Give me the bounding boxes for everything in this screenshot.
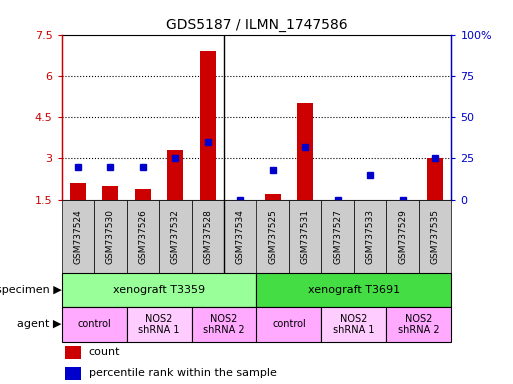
Bar: [167, 150, 183, 200]
Bar: [354, 200, 386, 273]
Bar: [427, 159, 443, 200]
Bar: [62, 307, 127, 342]
Text: GSM737524: GSM737524: [73, 209, 82, 263]
Bar: [70, 183, 86, 200]
Text: percentile rank within the sample: percentile rank within the sample: [89, 368, 277, 379]
Bar: [102, 186, 119, 200]
Text: control: control: [272, 319, 306, 329]
Bar: [134, 189, 151, 200]
Bar: [256, 273, 451, 307]
Bar: [127, 200, 159, 273]
Text: count: count: [89, 347, 121, 358]
Bar: [386, 307, 451, 342]
Bar: [94, 200, 127, 273]
Text: agent ▶: agent ▶: [17, 319, 62, 329]
Text: GSM737531: GSM737531: [301, 209, 310, 264]
Bar: [66, 367, 81, 380]
Text: GSM737534: GSM737534: [236, 209, 245, 263]
Text: GSM737530: GSM737530: [106, 209, 115, 264]
Bar: [224, 200, 256, 273]
Text: NOS2
shRNA 2: NOS2 shRNA 2: [398, 314, 440, 335]
Bar: [256, 307, 322, 342]
Bar: [62, 200, 94, 273]
Bar: [419, 200, 451, 273]
Text: xenograft T3691: xenograft T3691: [308, 285, 400, 295]
Text: NOS2
shRNA 1: NOS2 shRNA 1: [333, 314, 374, 335]
Text: GSM737529: GSM737529: [398, 209, 407, 263]
Bar: [66, 346, 81, 359]
Title: GDS5187 / ILMN_1747586: GDS5187 / ILMN_1747586: [166, 18, 347, 32]
Bar: [322, 307, 386, 342]
Text: xenograft T3359: xenograft T3359: [113, 285, 205, 295]
Text: NOS2
shRNA 1: NOS2 shRNA 1: [139, 314, 180, 335]
Text: specimen ▶: specimen ▶: [0, 285, 62, 295]
Bar: [256, 200, 289, 273]
Text: GSM737526: GSM737526: [139, 209, 147, 263]
Bar: [127, 307, 191, 342]
Bar: [289, 200, 322, 273]
Text: control: control: [77, 319, 111, 329]
Bar: [322, 200, 354, 273]
Text: GSM737533: GSM737533: [366, 209, 374, 264]
Text: GSM737528: GSM737528: [203, 209, 212, 263]
Bar: [386, 200, 419, 273]
Bar: [200, 51, 216, 200]
Text: GSM737535: GSM737535: [431, 209, 440, 264]
Text: GSM737525: GSM737525: [268, 209, 277, 263]
Bar: [191, 307, 256, 342]
Text: GSM737532: GSM737532: [171, 209, 180, 263]
Bar: [191, 200, 224, 273]
Bar: [62, 273, 256, 307]
Bar: [265, 194, 281, 200]
Bar: [159, 200, 191, 273]
Bar: [297, 103, 313, 200]
Text: GSM737527: GSM737527: [333, 209, 342, 263]
Text: NOS2
shRNA 2: NOS2 shRNA 2: [203, 314, 245, 335]
